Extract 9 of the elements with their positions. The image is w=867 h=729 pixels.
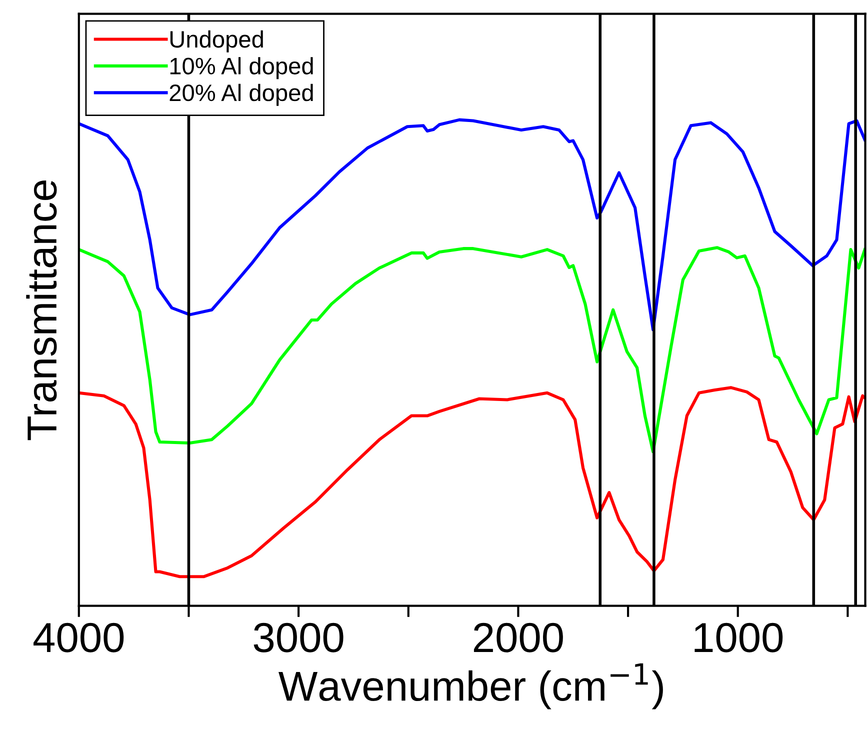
x-tick-label: 1000 (694, 622, 783, 652)
legend-label: 10% Al doped (170, 57, 313, 80)
x-axis-title: Wavenumber (cm$^{−1}$) (278, 663, 663, 710)
x-tick-label: 4000 (34, 622, 124, 652)
legend-label: 20% Al doped (170, 84, 313, 106)
x-tick-label: 2000 (474, 622, 563, 652)
x-tick-label: 3000 (254, 622, 344, 652)
y-axis-title: Transmittance (26, 180, 57, 440)
legend-label: Undoped (170, 30, 263, 52)
